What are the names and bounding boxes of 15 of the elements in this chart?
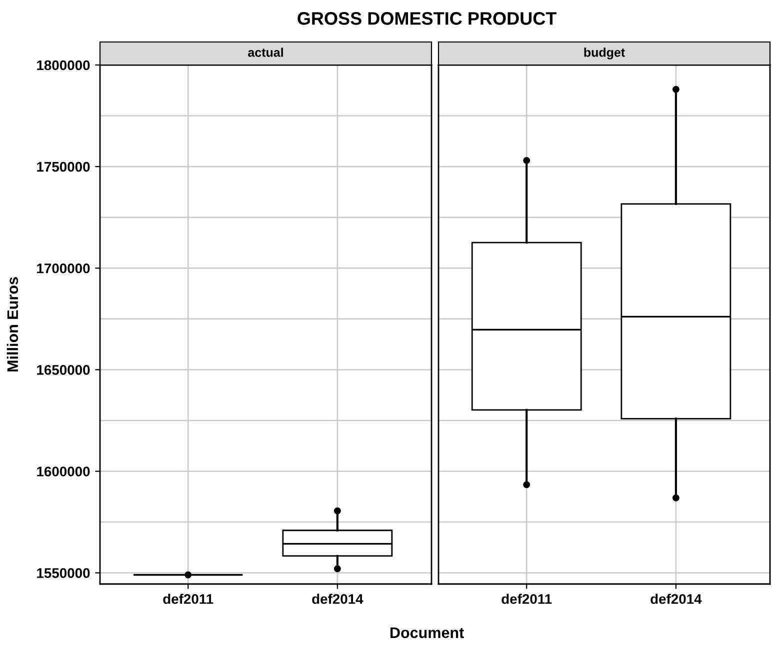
chart-subtitle: actual xyxy=(248,48,283,57)
x-axis-title: Document xyxy=(390,627,464,638)
x-tick-label: def2011 xyxy=(502,594,552,604)
y-tick-label: 1600000 xyxy=(37,466,90,476)
y-tick-label: 1550000 xyxy=(37,568,90,578)
x-tick-label: def2014 xyxy=(650,594,702,604)
x-tick-label: def2011 xyxy=(163,594,214,604)
y-tick-label: 1650000 xyxy=(37,365,90,375)
chart-subtitle: budget xyxy=(584,48,625,60)
y-tick-label: 1800000 xyxy=(37,60,90,70)
y-axis-title: Million Euros xyxy=(6,277,18,372)
y-tick-label: 1750000 xyxy=(37,162,90,172)
chart-title: GROSS DOMESTIC PRODUCT xyxy=(298,12,557,25)
x-tick-label: def2014 xyxy=(312,594,364,604)
y-tick-label: 1700000 xyxy=(37,263,90,274)
